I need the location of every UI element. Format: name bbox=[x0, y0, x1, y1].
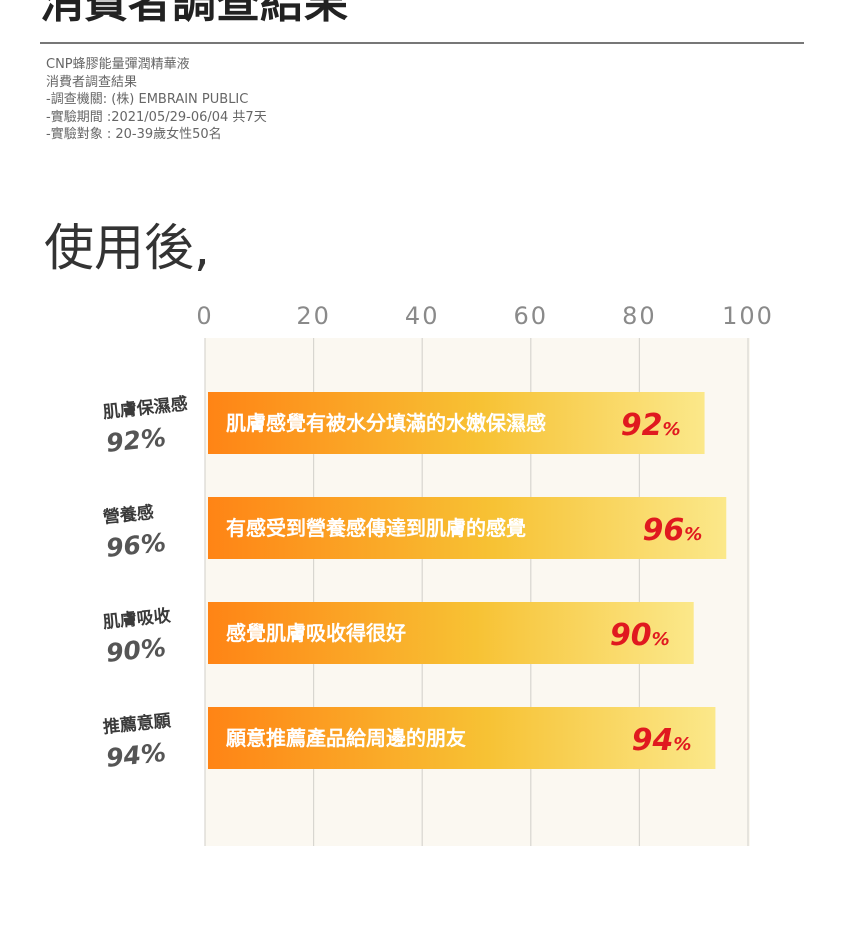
bar-value-unit: % bbox=[684, 524, 702, 545]
x-axis-ticks: 0 20 40 60 80 100 bbox=[196, 302, 774, 330]
bar-value-unit: % bbox=[663, 419, 681, 440]
bar-group: 有感受到營養感傳達到肌膚的感覺 96% bbox=[208, 497, 727, 559]
category-name: 推薦意願 bbox=[102, 710, 173, 738]
bar-value-number: 90 bbox=[610, 618, 652, 653]
x-tick-label: 80 bbox=[622, 302, 657, 330]
bar-description: 肌膚感覺有被水分填滿的水嫩保濕感 bbox=[226, 411, 546, 435]
x-tick-label: 100 bbox=[722, 302, 774, 330]
category-percent: 96% bbox=[105, 528, 168, 563]
bar-value-label: 96% bbox=[642, 513, 702, 548]
bar-description: 願意推薦產品給周邊的朋友 bbox=[226, 726, 466, 750]
survey-period: -實驗期間 :2021/05/29-06/04 共7天 bbox=[46, 109, 267, 125]
bar bbox=[208, 392, 705, 454]
bar-group: 感覺肌膚吸收得很好 90% bbox=[208, 602, 694, 664]
bar bbox=[208, 602, 694, 664]
bar-value-number: 92 bbox=[621, 408, 663, 443]
bar-value-label: 90% bbox=[610, 618, 670, 653]
category-percent: 94% bbox=[105, 738, 168, 773]
x-tick-label: 20 bbox=[296, 302, 331, 330]
bar-description: 有感受到營養感傳達到肌膚的感覺 bbox=[226, 516, 526, 540]
x-tick-label: 60 bbox=[514, 302, 549, 330]
bar-description: 感覺肌膚吸收得很好 bbox=[226, 621, 406, 645]
header-divider bbox=[40, 42, 804, 44]
category-name: 肌膚吸收 bbox=[102, 605, 172, 633]
bar-value-unit: % bbox=[673, 734, 691, 755]
x-tick-label: 40 bbox=[405, 302, 440, 330]
survey-bar-chart: 0 20 40 60 80 100 肌膚感覺有被水分填滿的水嫩保濕感 92%有感受到營養感傳… bbox=[102, 302, 774, 846]
bar-group: 願意推薦產品給周邊的朋友 94% bbox=[208, 707, 716, 769]
bar bbox=[208, 707, 716, 769]
page-header-title: 消費者調查結果 bbox=[40, 0, 348, 28]
bar-value-number: 94 bbox=[632, 723, 674, 758]
survey-type: 消費者調查結果 bbox=[46, 74, 138, 90]
bar-value-label: 92% bbox=[621, 408, 681, 443]
category-name: 營養感 bbox=[102, 502, 155, 528]
x-tick-label: 0 bbox=[196, 302, 213, 330]
bar-value-number: 96 bbox=[642, 513, 684, 548]
category-name: 肌膚保濕感 bbox=[102, 393, 189, 423]
bar-group: 肌膚感覺有被水分填滿的水嫩保濕感 92% bbox=[208, 392, 705, 454]
section-title: 使用後, bbox=[44, 219, 210, 277]
bars: 肌膚感覺有被水分填滿的水嫩保濕感 92%有感受到營養感傳達到肌膚的感覺 96%感覺肌… bbox=[208, 392, 727, 769]
survey-info: CNP蜂膠能量彈潤精華液 消費者調查結果 -調查機關: (株) EMBRAIN … bbox=[46, 56, 267, 144]
bar-value-label: 94% bbox=[632, 723, 692, 758]
category-percent: 90% bbox=[105, 633, 168, 668]
survey-agency: -調查機關: (株) EMBRAIN PUBLIC bbox=[46, 92, 249, 107]
bar bbox=[208, 497, 727, 559]
product-name: CNP蜂膠能量彈潤精華液 bbox=[46, 57, 190, 72]
survey-subjects: -實驗對象 : 20-39歲女性50名 bbox=[46, 127, 222, 142]
bar-value-unit: % bbox=[652, 629, 670, 650]
category-percent: 92% bbox=[105, 423, 168, 458]
